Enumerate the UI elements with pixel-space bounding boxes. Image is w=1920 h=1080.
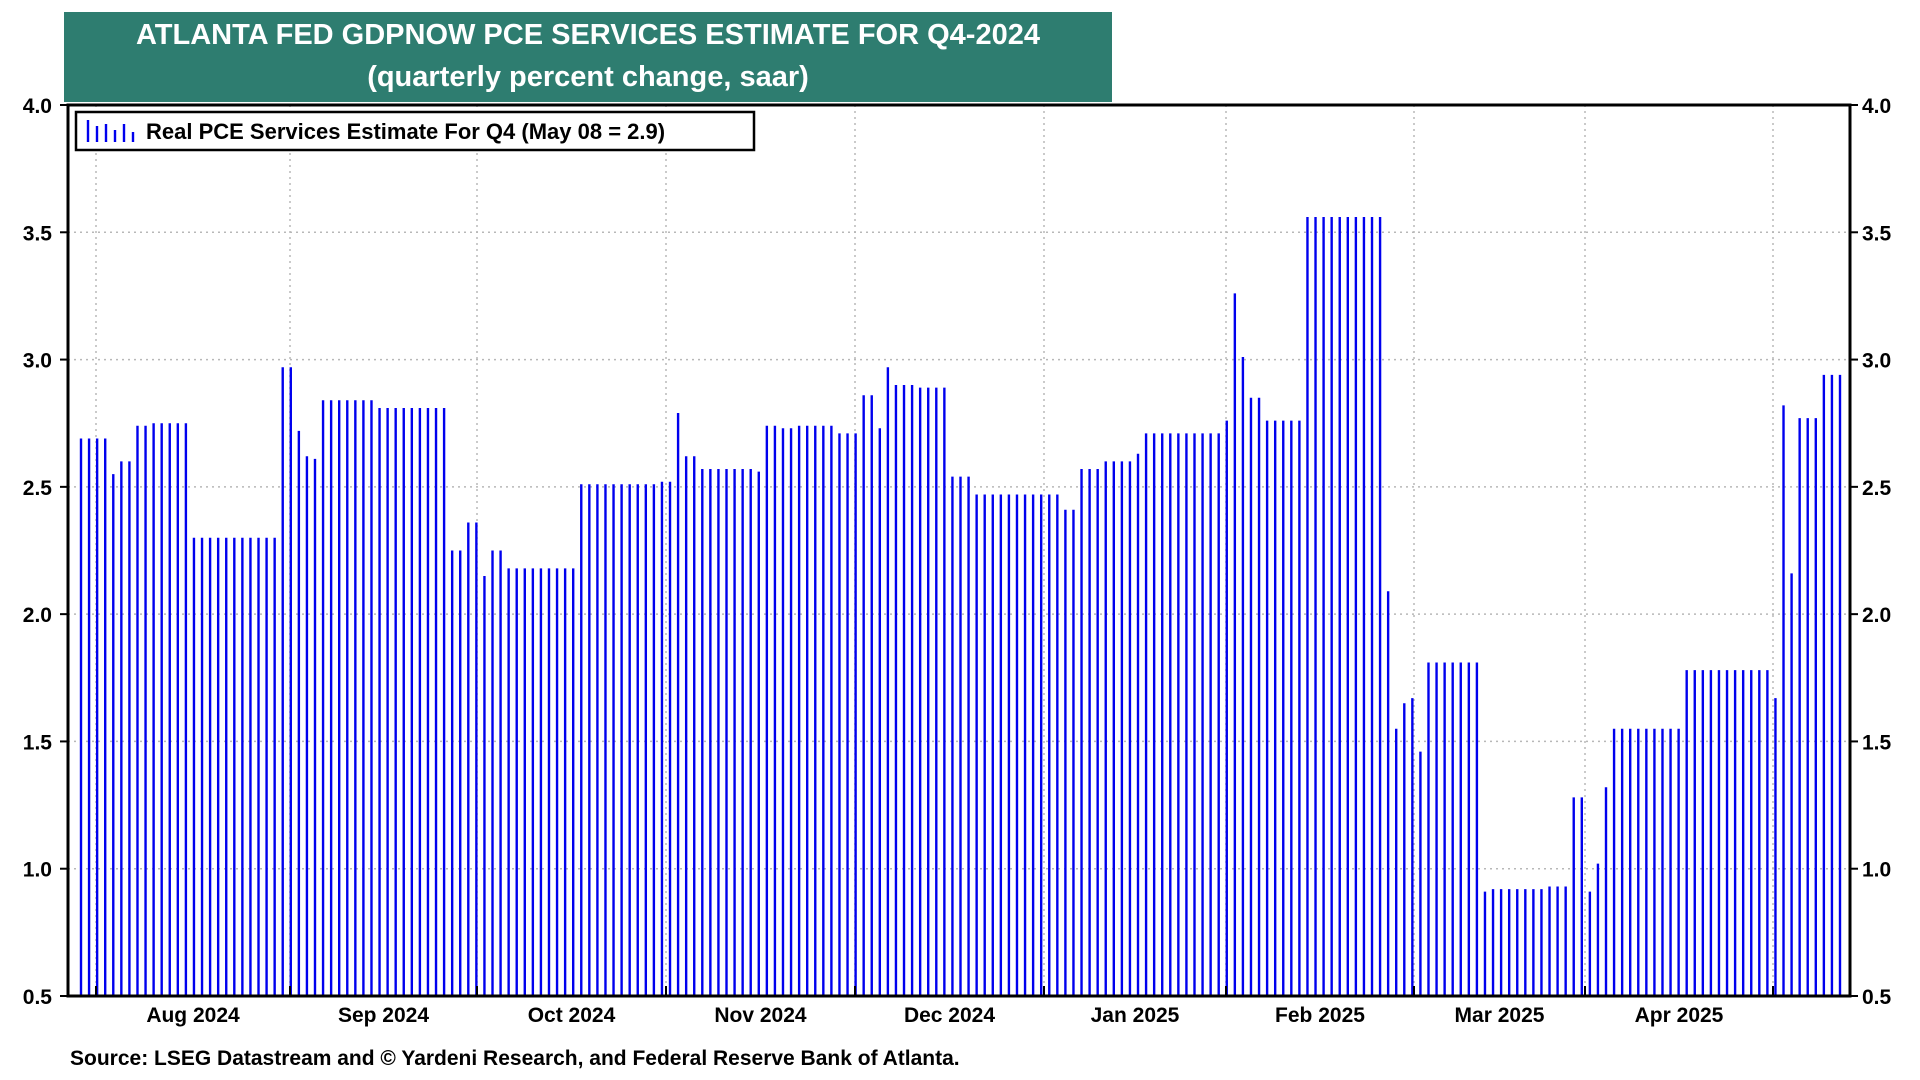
data-bars xyxy=(79,217,1842,996)
source-note: Source: LSEG Datastream and © Yardeni Re… xyxy=(70,1047,960,1070)
chart-title-box: ATLANTA FED GDPNOW PCE SERVICES ESTIMATE… xyxy=(64,12,1112,102)
chart-subtitle: (quarterly percent change, saar) xyxy=(367,61,809,93)
y-axis-left: 0.5 1.0 1.5 2.0 2.5 3.0 3.5 4.0 xyxy=(23,95,68,1009)
x-tick-label: Oct 2024 xyxy=(528,1004,616,1027)
y-tick-label-right: 1.0 xyxy=(1862,859,1891,882)
plot-frame xyxy=(66,103,1852,998)
y-tick-label-right: 1.5 xyxy=(1862,731,1892,754)
y-tick-label-right: 3.0 xyxy=(1862,350,1891,373)
y-tick-label-left: 1.0 xyxy=(23,859,52,882)
x-tick-label: Sep 2024 xyxy=(338,1004,429,1027)
x-tick-label: Feb 2025 xyxy=(1275,1004,1365,1027)
x-tick-label: Mar 2025 xyxy=(1455,1004,1545,1027)
y-tick-label-right: 4.0 xyxy=(1862,95,1891,118)
y-tick-label-right: 2.5 xyxy=(1862,477,1892,500)
y-tick-label-right: 2.0 xyxy=(1862,604,1891,627)
y-tick-label-left: 2.0 xyxy=(23,604,52,627)
x-tick-label: Jan 2025 xyxy=(1091,1004,1180,1027)
y-axis-right: 0.5 1.0 1.5 2.0 2.5 3.0 3.5 4.0 xyxy=(1850,95,1892,1009)
y-tick-label-left: 3.5 xyxy=(23,222,53,245)
legend-label: Real PCE Services Estimate For Q4 (May 0… xyxy=(146,119,665,144)
y-tick-label-left: 3.0 xyxy=(23,350,52,373)
legend: Real PCE Services Estimate For Q4 (May 0… xyxy=(74,110,756,152)
x-tick-label: Aug 2024 xyxy=(146,1004,240,1027)
legend-swatch xyxy=(86,120,135,142)
y-tick-label-left: 1.5 xyxy=(23,731,53,754)
legend-box xyxy=(74,110,756,152)
x-axis: Aug 2024 Sep 2024 Oct 2024 Nov 2024 Dec 2024… xyxy=(95,986,1774,1027)
x-tick-label: Nov 2024 xyxy=(714,1004,807,1027)
x-tick-label: Apr 2025 xyxy=(1635,1004,1724,1027)
y-tick-label-right: 3.5 xyxy=(1862,222,1892,245)
x-tick-label: Dec 2024 xyxy=(904,1004,995,1027)
y-tick-label-left: 0.5 xyxy=(23,986,53,1009)
chart-title: ATLANTA FED GDPNOW PCE SERVICES ESTIMATE… xyxy=(136,19,1040,51)
y-tick-label-right: 0.5 xyxy=(1862,986,1892,1009)
y-tick-label-left: 2.5 xyxy=(23,477,53,500)
y-tick-label-left: 4.0 xyxy=(23,95,52,118)
